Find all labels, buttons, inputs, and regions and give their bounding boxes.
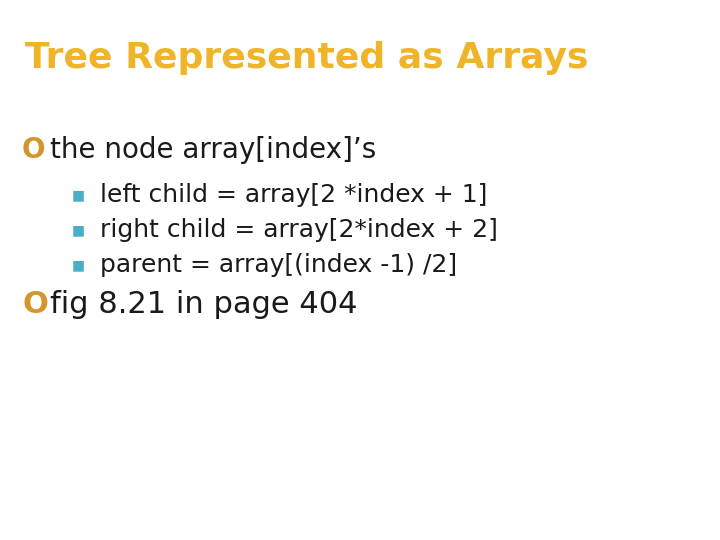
Text: the node array[index]’s: the node array[index]’s: [50, 136, 377, 164]
Text: O: O: [22, 291, 48, 319]
Text: right child = array[2*index + 2]: right child = array[2*index + 2]: [100, 218, 498, 242]
Text: Tree Represented as Arrays: Tree Represented as Arrays: [25, 41, 588, 75]
Text: O: O: [22, 136, 45, 164]
Text: ■: ■: [72, 188, 85, 202]
Text: ■: ■: [72, 258, 85, 272]
Text: left child = array[2 *index + 1]: left child = array[2 *index + 1]: [100, 183, 487, 207]
Text: parent = array[(index -1) /2]: parent = array[(index -1) /2]: [100, 253, 457, 277]
Text: fig 8.21 in page 404: fig 8.21 in page 404: [50, 291, 358, 319]
Text: ■: ■: [72, 223, 85, 237]
